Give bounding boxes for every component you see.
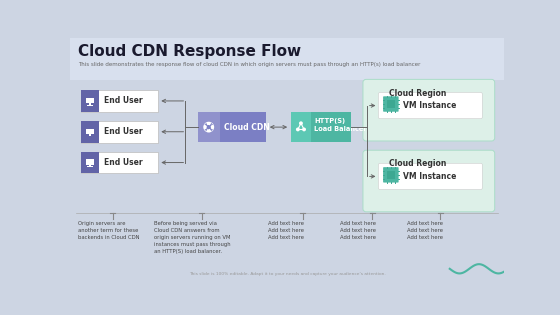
Text: Cloud CDN Response Flow: Cloud CDN Response Flow — [78, 44, 301, 59]
Bar — [198, 112, 220, 142]
Text: Cloud CDN: Cloud CDN — [224, 123, 270, 132]
FancyBboxPatch shape — [81, 121, 158, 142]
FancyBboxPatch shape — [383, 96, 399, 112]
Text: End User: End User — [104, 158, 143, 167]
Text: Add text here
Add text here
Add text here: Add text here Add text here Add text her… — [268, 221, 304, 240]
Bar — [89, 103, 91, 105]
Bar — [81, 121, 100, 142]
Bar — [87, 105, 94, 106]
Text: Cloud Region: Cloud Region — [389, 159, 447, 169]
FancyBboxPatch shape — [379, 163, 482, 190]
Bar — [89, 134, 91, 135]
Text: VM Instance: VM Instance — [403, 101, 456, 110]
FancyBboxPatch shape — [81, 90, 158, 112]
Circle shape — [296, 128, 300, 131]
FancyBboxPatch shape — [363, 150, 494, 212]
Bar — [86, 129, 94, 134]
Text: End User: End User — [104, 96, 143, 106]
Text: This slide is 100% editable. Adapt it to your needs and capture your audience's : This slide is 100% editable. Adapt it to… — [189, 272, 385, 277]
Bar — [89, 165, 91, 166]
Circle shape — [299, 121, 303, 125]
Circle shape — [203, 122, 214, 133]
FancyBboxPatch shape — [81, 152, 158, 173]
Bar — [86, 98, 94, 103]
Bar — [87, 166, 94, 167]
Text: Cloud Region: Cloud Region — [389, 89, 447, 98]
FancyBboxPatch shape — [379, 93, 482, 119]
FancyBboxPatch shape — [363, 79, 494, 141]
Bar — [81, 152, 100, 173]
Bar — [387, 171, 395, 179]
FancyBboxPatch shape — [383, 167, 399, 183]
Bar — [70, 38, 504, 80]
Bar — [198, 112, 266, 142]
Text: Origin servers are
another term for these
backends in Cloud CDN: Origin servers are another term for thes… — [78, 221, 139, 240]
Text: This slide demonstrates the response flow of cloud CDN in which origin servers m: This slide demonstrates the response flo… — [78, 62, 420, 67]
Circle shape — [302, 128, 306, 131]
Text: Add text here
Add text here
Add text here: Add text here Add text here Add text her… — [340, 221, 376, 240]
Bar — [81, 90, 100, 112]
Text: VM Instance: VM Instance — [403, 172, 456, 181]
Text: Before being served via
Cloud CDN answers from
origin servers running on VM
inst: Before being served via Cloud CDN answer… — [153, 221, 230, 254]
Text: HTTP(S)
Load Balancer: HTTP(S) Load Balancer — [314, 118, 367, 132]
Bar — [291, 112, 311, 142]
Bar — [87, 135, 94, 136]
Text: Add text here
Add text here
Add text here: Add text here Add text here Add text her… — [407, 221, 443, 240]
Bar — [387, 100, 395, 108]
Bar — [291, 112, 351, 142]
Bar — [86, 159, 94, 165]
Text: End User: End User — [104, 127, 143, 136]
